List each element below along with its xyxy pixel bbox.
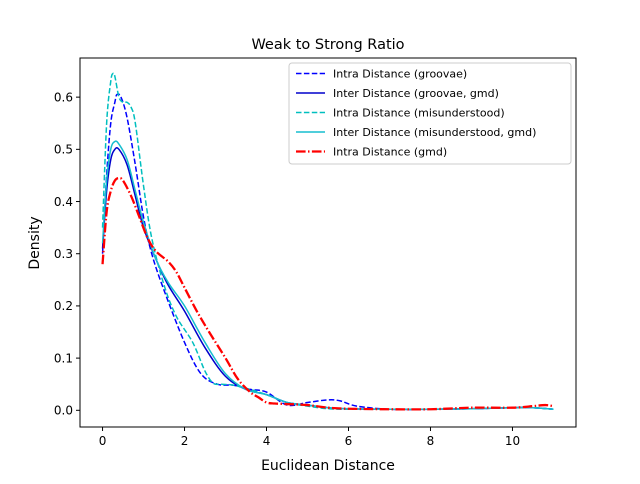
- legend-entries: Intra Distance (groovae) Inter Distance (…: [296, 68, 536, 159]
- y-tick-label: 0.6: [54, 90, 73, 104]
- x-axis-label: Euclidean Distance: [261, 458, 395, 474]
- x-tick-label: 10: [505, 434, 520, 448]
- plot-lines: [101, 72, 554, 411]
- legend-label-2: Inter Distance (groovae, gmd): [333, 87, 499, 100]
- legend-label-1: Intra Distance (groovae): [333, 68, 467, 81]
- y-tick-label: 0.1: [54, 351, 73, 365]
- y-tick-label: 0.2: [54, 299, 73, 313]
- x-tick-label: 6: [345, 434, 353, 448]
- legend-label-5: Intra Distance (gmd): [333, 146, 447, 159]
- x-tick-label: 8: [427, 434, 435, 448]
- y-tick-label: 0.5: [54, 143, 73, 157]
- x-tick-label: 0: [99, 434, 107, 448]
- series-line-3: [101, 72, 554, 411]
- legend-label-3: Intra Distance (misunderstood): [333, 107, 505, 120]
- legend-box: [288, 62, 572, 165]
- x-axis-ticks: 0 2 4 6 8 10: [99, 427, 520, 448]
- x-tick-label: 4: [263, 434, 271, 448]
- chart-title: Weak to Strong Ratio: [251, 37, 404, 53]
- legend-label-4: Inter Distance (misunderstood, gmd): [333, 126, 536, 139]
- y-tick-label: 0.0: [54, 404, 73, 418]
- series-line-4: [101, 140, 554, 411]
- y-axis-label: Density: [27, 216, 43, 269]
- y-tick-label: 0.3: [54, 247, 73, 261]
- plot-frame: [79, 57, 577, 428]
- y-tick-label: 0.4: [54, 195, 73, 209]
- y-axis-ticks: 0.0 0.1 0.2 0.3 0.4 0.5 0.6: [54, 90, 80, 418]
- series-line-5: [101, 176, 554, 411]
- legend: Intra Distance (groovae) Inter Distance (…: [288, 62, 572, 165]
- x-tick-label: 2: [181, 434, 189, 448]
- series-line-2: [101, 146, 554, 411]
